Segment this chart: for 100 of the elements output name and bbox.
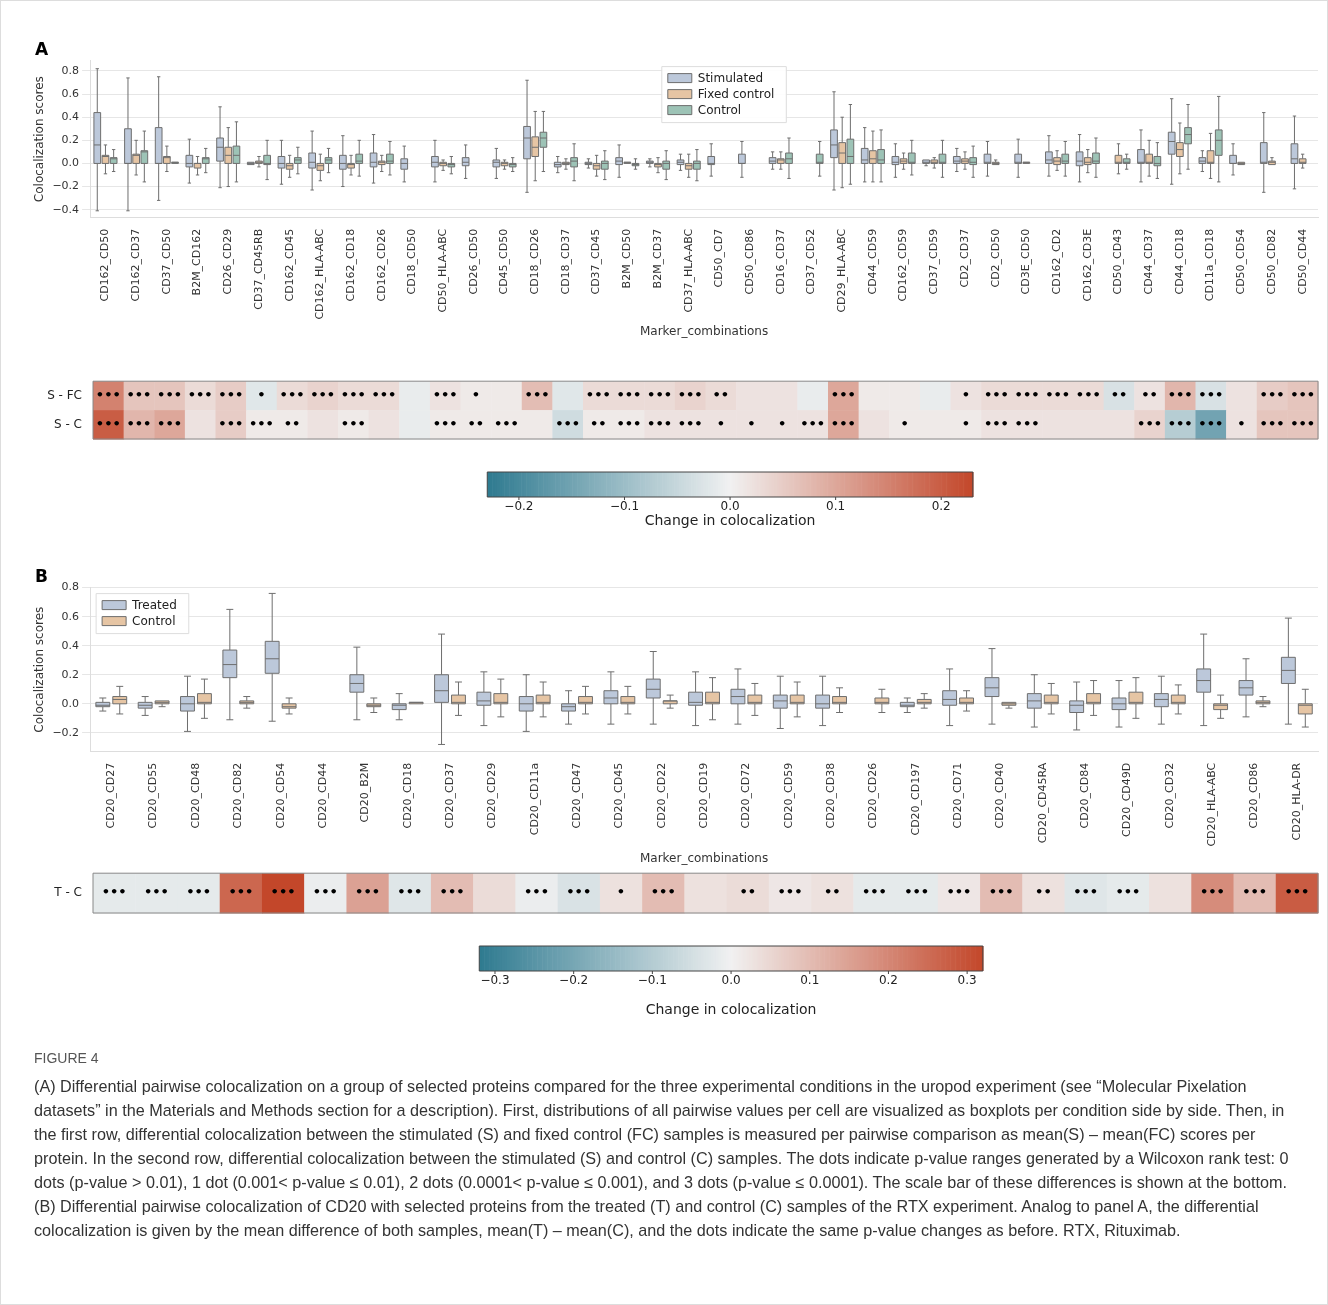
x-tick-label: CD50_CD82 [1264,228,1278,295]
x-axis-title: Marker_combinations [639,850,769,865]
data-label: ••• [1014,387,1040,403]
data-label: • [747,415,756,431]
data-label: • [961,415,970,431]
y-tick-label: 0.0 [61,696,80,710]
data-label: ••• [1290,387,1316,403]
color-bar-label: 0.0 [720,499,740,514]
data-label: •• [590,415,607,431]
x-tick-label: CD37_CD52 [804,228,818,295]
data-label: ••• [1115,884,1141,900]
data-label: ••• [677,415,703,431]
x-tick-label: CD20_CD44 [315,762,329,829]
x-tick-label: CD16_CD37 [773,228,787,295]
x-tick-label: CD20_CD45 [612,762,626,829]
y-tick-label: 0.2 [61,133,80,147]
x-tick-label: CD20_CD86 [1247,762,1261,829]
color-bar-label: 0.0 [721,973,741,988]
x-tick-label: CD37_CD59 [927,228,941,295]
x-tick-label: CD162_CD59 [896,228,910,302]
data-label: •• [823,884,841,900]
x-tick-label: CD50_HLA-ABC [435,228,449,313]
color-bar-label: −0.3 [480,973,510,988]
data-label: ••• [1259,387,1285,403]
x-tick-label: B2M_CD50 [620,228,634,289]
x-tick-label: CD18_CD26 [528,228,542,295]
chart-title: A [35,39,49,59]
x-tick-label: CD2_CD50 [988,228,1002,288]
data-label: ••• [555,415,581,431]
x-tick-label: CD162_CD2 [1049,228,1063,295]
x-tick-label: CD20_CD27 [104,762,118,829]
chart-title: B [35,566,48,586]
data-label: ••• [248,415,274,431]
x-tick-label: B2M_CD37 [650,228,664,289]
x-tick-label: CD20_CD72 [739,762,753,829]
x-tick-label: CD37_CD45RB [251,228,265,310]
data-label: ••• [312,884,338,900]
x-tick-label: CD26_CD29 [221,228,235,295]
color-bar-label: 0.2 [878,973,898,988]
data-label: ••• [830,415,856,431]
data-label: • [900,415,909,431]
x-tick-label: CD20_CD18 [400,762,414,829]
data-label: ••• [279,387,305,403]
x-tick-label: CD18_CD37 [558,228,572,295]
data-label: ••• [218,387,244,403]
data-label: ••• [1198,415,1224,431]
x-tick-label: CD11a_CD18 [1203,228,1217,302]
data-label: •• [1035,884,1052,900]
x-tick-label: CD20_CD40 [993,762,1007,829]
data-label: ••• [830,387,856,403]
x-tick-label: CD45_CD50 [497,228,511,295]
data-label: ••• [524,387,550,403]
legend-label: Fixed control [697,86,775,101]
x-tick-label: CD162_CD18 [343,228,357,302]
data-label: ••• [157,387,183,403]
data-label: ••• [95,387,121,403]
data-label: ••• [126,387,152,403]
x-tick-label: CD20_HLA-ABC [1205,762,1219,847]
x-tick-label: CD162_CD3E [1080,228,1094,302]
data-label: ••• [904,884,930,900]
x-tick-label: CD20_CD37 [442,762,456,829]
x-tick-label: CD162_CD26 [374,228,388,302]
data-label: ••• [677,387,703,403]
data-label: ••• [126,415,152,431]
data-label: ••• [187,387,213,403]
data-label: ••• [616,387,642,403]
data-label: ••• [1198,387,1224,403]
data-label: ••• [493,415,519,431]
data-label: ••• [340,387,366,403]
data-label: ••• [616,415,642,431]
data-label: ••• [101,884,127,900]
x-tick-label: CD20_CD84 [1077,762,1091,829]
data-label: ••• [988,884,1014,900]
y-axis-title: Colocalization scores [32,76,47,203]
color-bar-label: 0.3 [957,973,977,988]
data-label: ••• [524,884,549,900]
data-label: ••• [310,387,336,403]
data-label: ••• [1284,884,1310,900]
data-label: ••• [1242,884,1268,900]
color-bar-label: −0.2 [559,973,589,988]
legend-label: Control [697,102,742,117]
x-tick-label: CD20_CD55 [146,762,160,829]
data-label: •• [1110,387,1128,403]
x-tick-label: CD37_HLA-ABC [681,228,695,313]
data-label: ••• [1075,387,1101,403]
data-label: ••• [647,387,673,403]
x-tick-label: CD26_CD50 [466,228,480,295]
data-label: ••• [143,884,169,900]
data-label: ••• [647,415,673,431]
data-label: ••• [1014,415,1040,431]
x-tick-label: CD20_CD48 [188,762,202,829]
x-tick-label: CD37_CD50 [159,228,173,295]
data-label: • [777,415,787,431]
color-bar-label: 0.1 [800,973,820,988]
x-tick-label: CD3E_CD50 [1019,228,1033,295]
data-label: ••• [95,415,121,431]
data-label: ••• [355,884,381,900]
x-tick-label: CD20_CD71 [950,762,964,829]
color-bar-label: −0.2 [504,499,534,514]
x-tick-label: CD20_CD197 [908,762,922,836]
